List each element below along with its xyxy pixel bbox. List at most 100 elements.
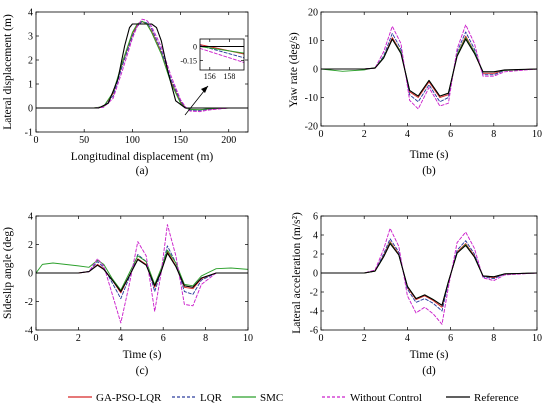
panel-d-plot: 0 2 4 6 8 10 -6 -4 -2 0 2 4 6 — [310, 212, 542, 345]
panel-b-plot: 0 2 4 6 8 10 -20 -10 0 10 20 — [305, 8, 542, 141]
panel-a-ytick-label: 2 — [28, 56, 33, 67]
legend-label: GA-PSO-LQR — [96, 392, 162, 404]
panel-b-xtick-label: 0 — [319, 129, 324, 140]
panel-a-xtick-label: 100 — [125, 135, 140, 146]
panel-c-xtick-label: 8 — [203, 333, 208, 344]
panel-c-series-reference — [36, 252, 248, 293]
panel-d-ytick-label: 6 — [313, 212, 318, 223]
panel-a-inset-xtick-label: 156 — [204, 72, 216, 81]
panel-a-series-without-control — [36, 18, 248, 113]
panel-a-series-lqr — [36, 21, 248, 111]
panel-a-inset: 156 158 0 -0.15 — [180, 39, 244, 81]
panel-d-xtick-label: 10 — [532, 333, 542, 344]
panel-c-ytick-label: 0 — [28, 269, 33, 280]
inset-arrowhead — [201, 86, 208, 93]
panel-d-ytick-label: 2 — [313, 250, 318, 261]
panel-c-xtick-label: 4 — [118, 333, 123, 344]
panel-c-series-lqr — [36, 245, 248, 300]
panel-a-xlabel: Longitudinal displacement (m) — [71, 151, 214, 163]
panel-c-caption: (c) — [136, 365, 149, 377]
panel-b-series-without-control — [321, 24, 537, 110]
panel-d-xtick-label: 4 — [405, 333, 410, 344]
panel-b-ytick-label: 20 — [308, 8, 318, 19]
panel-d-series-without-control — [321, 227, 537, 325]
legend-item-reference: Reference — [446, 392, 519, 404]
panel-d-series-reference — [321, 243, 537, 306]
legend-item-ga-pso-lqr: GA-PSO-LQR — [68, 392, 162, 404]
panel-b-frame — [320, 11, 538, 127]
panel-b-yaw-rate: 0 2 4 6 8 10 -20 -10 0 10 20 Time (s) Yaw rate (de… — [288, 8, 542, 178]
panel-d-xlabel: Time (s) — [410, 349, 449, 361]
panel-b-xtick-label: 4 — [405, 129, 410, 140]
legend-item-lqr: LQR — [172, 392, 223, 404]
panel-c-ylabel: Sideslip angle (deg) — [2, 227, 14, 319]
panel-b-ytick-label: 0 — [313, 65, 318, 76]
panel-b-xtick-label: 10 — [532, 129, 542, 140]
panel-d-frame — [320, 215, 538, 331]
panel-a-inset-ytick-label: 0 — [193, 42, 197, 51]
legend-label: Reference — [474, 392, 519, 404]
panel-b-xtick-label: 6 — [448, 129, 453, 140]
panel-d-caption: (d) — [422, 365, 436, 377]
panel-a-ytick-label: 1 — [28, 80, 33, 91]
panel-a-inset-series-smc — [200, 46, 244, 54]
panel-b-ytick-label: -10 — [305, 93, 318, 104]
panel-a-series-smc — [36, 20, 248, 111]
panel-c-frame — [35, 215, 249, 331]
panel-b-xtick-label: 2 — [362, 129, 367, 140]
panel-a-frame — [35, 11, 249, 133]
panel-c-xtick-label: 6 — [161, 333, 166, 344]
panel-a-ytick-label: 3 — [28, 32, 33, 43]
panel-c-xtick-label: 10 — [243, 333, 253, 344]
panel-b-xtick-label: 8 — [491, 129, 496, 140]
panel-a-ytick-label: 4 — [28, 8, 33, 19]
panel-c-plot: 0 2 4 6 8 10 -4 -2 0 2 4 — [25, 212, 253, 345]
panel-c-ytick-label: 4 — [28, 212, 33, 223]
panel-b-xlabel: Time (s) — [410, 149, 449, 161]
panel-d-xtick-label: 2 — [362, 333, 367, 344]
panel-b-ytick-label: -20 — [305, 122, 318, 133]
panel-d-xtick-label: 0 — [319, 333, 324, 344]
panel-c-xlabel: Time (s) — [123, 349, 162, 361]
legend-item-smc: SMC — [232, 392, 283, 404]
panel-c-series-ga-pso-lqr — [36, 251, 248, 294]
panel-a-xtick-label: 150 — [173, 135, 188, 146]
panel-b-series-reference — [321, 38, 537, 97]
panel-a-caption: (a) — [136, 165, 149, 177]
panel-d-lateral-acceleration: 0 2 4 6 8 10 -6 -4 -2 0 2 4 6 Time (s) Lateral accel… — [291, 212, 542, 378]
panel-d-ytick-label: 0 — [313, 269, 318, 280]
panel-a-inset-frame — [199, 38, 245, 71]
panel-d-ytick-label: -2 — [310, 288, 318, 299]
panel-b-ylabel: Yaw rate (deg/s) — [288, 32, 300, 108]
panel-a-inset-ytick-label: -0.15 — [180, 56, 197, 65]
panel-c-series-without-control — [36, 224, 248, 324]
panel-a-series-ga-pso-lqr — [36, 21, 248, 111]
panel-a-xtick-label: 50 — [79, 135, 89, 146]
panel-d-xtick-label: 6 — [448, 333, 453, 344]
panel-b-series-lqr — [321, 31, 537, 103]
panel-b-ytick-label: 10 — [308, 36, 318, 47]
panel-c-sideslip-angle: 0 2 4 6 8 10 -4 -2 0 2 4 Time (s) Sideslip angle (… — [2, 212, 253, 378]
panel-c-ytick-label: -4 — [25, 326, 33, 337]
panel-d-xtick-label: 8 — [491, 333, 496, 344]
panel-c-ytick-label: -2 — [25, 297, 33, 308]
panel-b-caption: (b) — [422, 165, 436, 177]
panel-c-series-smc — [36, 249, 248, 291]
legend-label: SMC — [260, 392, 283, 404]
panel-c-xtick-label: 0 — [34, 333, 39, 344]
legend-label: Without Control — [350, 392, 422, 404]
panel-d-ytick-label: 4 — [313, 231, 318, 242]
panel-c-xtick-label: 2 — [76, 333, 81, 344]
panel-a-ytick-label: -1 — [25, 128, 33, 139]
legend-item-without-control: Without Control — [322, 392, 422, 404]
panel-a-series-reference — [36, 23, 248, 109]
panel-d-ytick-label: -6 — [310, 326, 318, 337]
panel-a-xtick-label: 200 — [221, 135, 236, 146]
panel-d-ylabel: Lateral acceleration (m/s²) — [291, 212, 303, 334]
panel-c-ytick-label: 2 — [28, 240, 33, 251]
legend-label: LQR — [200, 392, 223, 404]
panel-a-inset-xtick-label: 158 — [223, 72, 235, 81]
